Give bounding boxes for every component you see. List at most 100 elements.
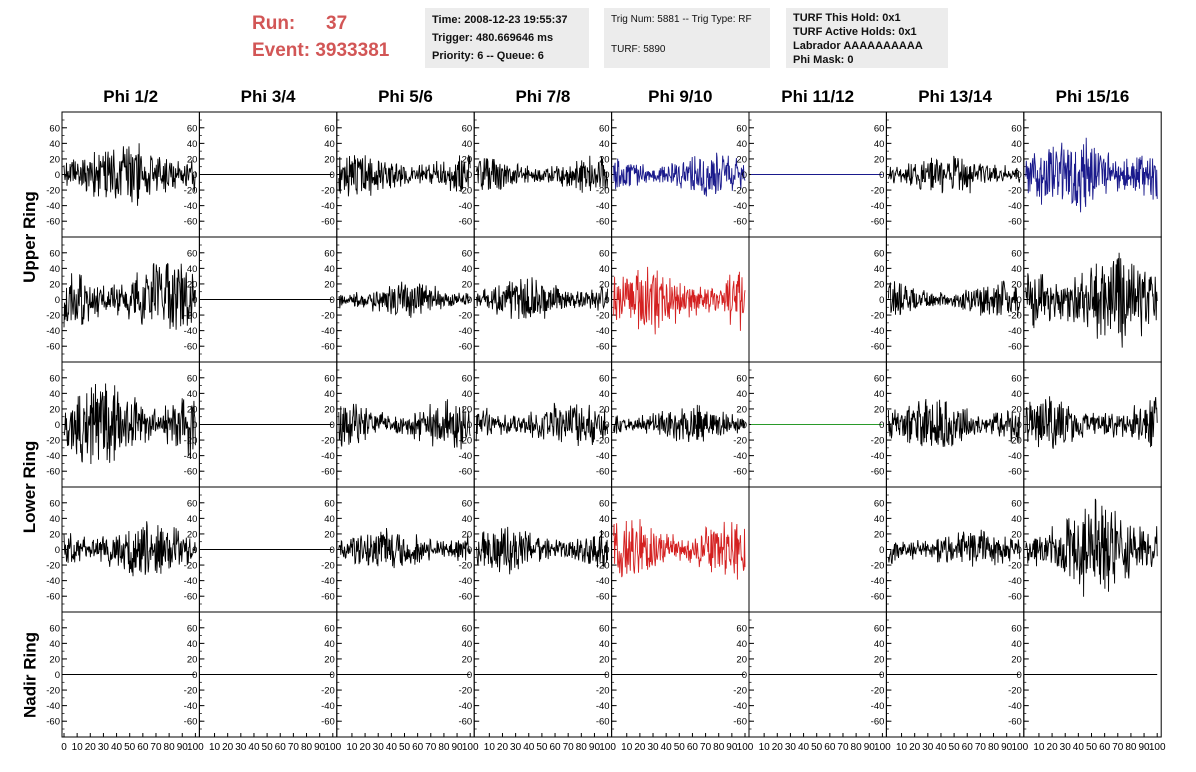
y-tick-label: 40 <box>187 264 198 275</box>
x-tick-label: 70 <box>837 742 849 753</box>
y-tick-label: -60 <box>1008 217 1022 228</box>
trig-info-box: Trig Num: 5881 -- Trig Type: RF TURF: 58… <box>604 8 770 68</box>
y-tick-label: 60 <box>462 623 473 634</box>
y-tick-label: 0 <box>55 295 60 306</box>
waveform-panel: -60 -40 -20 0 20 40 60 <box>458 236 613 363</box>
y-tick-label: -40 <box>1008 451 1022 462</box>
y-tick-label: 40 <box>49 389 60 400</box>
y-tick-label: -40 <box>1008 701 1022 712</box>
y-tick-label: 40 <box>1011 389 1022 400</box>
y-tick-label: -40 <box>458 576 472 587</box>
y-tick-label: -20 <box>733 186 747 197</box>
y-tick-label: 40 <box>599 389 610 400</box>
y-tick-label: -40 <box>46 701 60 712</box>
y-tick-label: -60 <box>458 217 472 228</box>
y-tick-label: 20 <box>874 529 885 540</box>
y-tick-label: -60 <box>46 717 60 728</box>
y-tick-label: -40 <box>321 326 335 337</box>
y-tick-label: -20 <box>871 186 885 197</box>
y-tick-label: -60 <box>458 717 472 728</box>
y-tick-label: 60 <box>49 498 60 509</box>
x-tick-label: 30 <box>373 742 385 753</box>
x-tick-label: 80 <box>988 742 1000 753</box>
x-tick-label: 50 <box>1086 742 1098 753</box>
x-tick-label: 60 <box>824 742 836 753</box>
turf-info-box: TURF This Hold: 0x1 TURF Active Holds: 0… <box>786 8 948 68</box>
y-tick-label: 40 <box>187 389 198 400</box>
y-tick-label: 40 <box>874 639 885 650</box>
y-tick-label: 60 <box>187 248 198 259</box>
waveform-panel: -60 -40 -20 0 20 40 60 <box>46 361 200 488</box>
y-tick-label: 60 <box>874 498 885 509</box>
waveform-trace <box>887 155 1021 194</box>
x-tick-label: 20 <box>634 742 646 753</box>
y-tick-label: 20 <box>324 279 335 290</box>
y-tick-label: -60 <box>1008 467 1022 478</box>
x-tick-label: 90 <box>314 742 326 753</box>
x-tick-label: 90 <box>177 742 189 753</box>
y-tick-label: 60 <box>49 248 60 259</box>
x-tick-label: 60 <box>137 742 149 753</box>
waveform-trace <box>63 521 196 577</box>
x-tick-label: 90 <box>1138 742 1150 753</box>
y-tick-label: 40 <box>187 514 198 525</box>
y-tick-label: -20 <box>733 436 747 447</box>
column-header: Phi 9/10 <box>648 87 713 106</box>
y-tick-label: -60 <box>458 592 472 603</box>
waveform-trace <box>1025 498 1158 597</box>
y-tick-label: 40 <box>187 639 198 650</box>
x-tick-label: 40 <box>386 742 398 753</box>
y-tick-label: -60 <box>46 467 60 478</box>
y-tick-label: -40 <box>1008 576 1022 587</box>
y-tick-label: -60 <box>871 342 885 353</box>
y-tick-label: 20 <box>599 404 610 415</box>
y-tick-label: 60 <box>462 123 473 134</box>
x-tick-label: 10 <box>621 742 633 753</box>
y-tick-label: 40 <box>187 139 198 150</box>
y-tick-label: -60 <box>871 467 885 478</box>
y-tick-label: 20 <box>49 279 60 290</box>
waveform-panel: -60 -40 -20 0 20 40 60 <box>871 611 1025 738</box>
turf-this-hold-text: TURF This Hold: 0x1 <box>793 12 901 24</box>
y-tick-label: 40 <box>49 639 60 650</box>
x-tick-label: 30 <box>647 742 659 753</box>
y-tick-label: 20 <box>736 654 747 665</box>
x-tick-label: 40 <box>661 742 673 753</box>
x-tick-label: 100 <box>324 742 341 753</box>
y-tick-label: 60 <box>187 123 198 134</box>
y-tick-label: 20 <box>1011 654 1022 665</box>
y-tick-label: 20 <box>874 404 885 415</box>
y-tick-label: -40 <box>733 701 747 712</box>
x-tick-label: 80 <box>576 742 588 753</box>
y-tick-label: 60 <box>599 373 610 384</box>
y-tick-label: 20 <box>324 529 335 540</box>
y-tick-label: 0 <box>467 545 472 556</box>
y-tick-label: -60 <box>596 217 610 228</box>
y-tick-label: 20 <box>324 404 335 415</box>
waveform-panel: -60 -40 -20 0 20 40 60 <box>1008 111 1162 238</box>
waveform-panel: -60 -40 -20 0 20 40 60 <box>458 361 613 488</box>
y-tick-label: 40 <box>599 139 610 150</box>
y-tick-label: -40 <box>458 451 472 462</box>
y-tick-label: -20 <box>46 186 60 197</box>
waveform-panel: -60 -40 -20 0 20 40 60 <box>321 611 475 738</box>
y-tick-label: 0 <box>55 545 60 556</box>
waveform-trace <box>1025 137 1158 213</box>
x-tick-label: 40 <box>1073 742 1085 753</box>
y-tick-label: -60 <box>458 342 472 353</box>
waveform-trace <box>338 399 471 450</box>
waveform-panel: -60 -40 -20 0 20 40 60 <box>733 111 887 238</box>
waveform-panel: -60 -40 -20 0 20 40 60 <box>871 361 1025 488</box>
y-tick-label: -60 <box>596 592 610 603</box>
y-tick-label: 60 <box>736 623 747 634</box>
y-tick-label: -20 <box>458 186 472 197</box>
x-tick-label: 60 <box>412 742 424 753</box>
y-tick-label: 0 <box>604 545 609 556</box>
x-tick-label: 0 <box>61 742 67 753</box>
y-tick-label: 60 <box>599 623 610 634</box>
x-tick-label: 30 <box>98 742 110 753</box>
column-header: Phi 5/6 <box>378 87 433 106</box>
y-tick-label: 0 <box>879 170 884 181</box>
trig-num-text: Trig Num: 5881 -- Trig Type: RF <box>611 14 752 25</box>
waveform-trace <box>475 526 609 575</box>
